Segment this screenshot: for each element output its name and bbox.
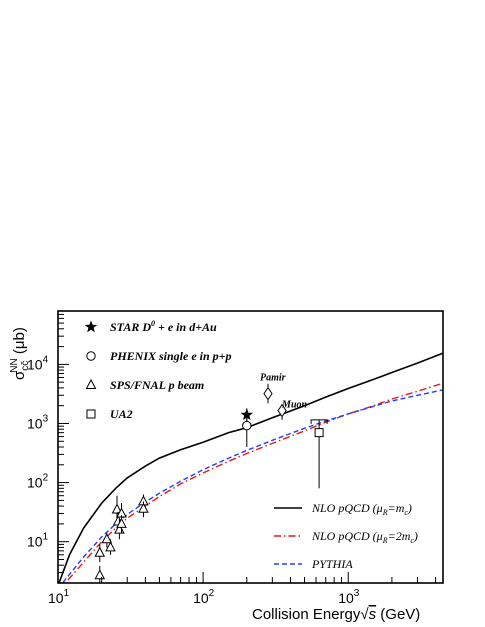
legend-label: PHENIX single e in p+p <box>110 349 232 363</box>
circle-marker <box>242 420 252 431</box>
triangle-marker <box>105 541 116 552</box>
triangle-marker <box>94 569 106 580</box>
legend-label: UA2 <box>110 407 133 421</box>
legend-triangle-marker <box>85 378 97 389</box>
curve-legend-label: NLO pQCD (μR=2mc) <box>311 529 418 545</box>
curve-legend-label: NLO pQCD (μR=mc) <box>311 501 412 517</box>
triangle-marker <box>138 502 149 513</box>
y-tick-label: 102 <box>27 473 49 491</box>
triangle-marker <box>116 517 127 528</box>
curve-legend-label: PYTHIA <box>311 557 353 571</box>
plot-area <box>58 352 443 583</box>
legend-label: SPS/FNAL p beam <box>110 378 204 392</box>
triangle-marker <box>101 533 113 544</box>
legend-label: STAR D0 + e in d+Au <box>110 319 217 334</box>
x-axis-title: Collision Energy√s (GeV) <box>252 606 420 623</box>
diamond-marker <box>263 386 273 401</box>
triangle-marker <box>111 503 123 514</box>
star-marker <box>240 408 253 421</box>
y-tick-label: 104 <box>27 354 49 372</box>
axis-titles: Collision Energy√s (GeV) σcc̄NN (μb) <box>9 327 420 623</box>
systematic-bracket <box>310 419 328 424</box>
curve-nlo-mc <box>58 352 443 583</box>
legend-circle-marker <box>86 351 96 361</box>
x-tick-label: 101 <box>48 588 70 606</box>
y-axis-title: σcc̄NN (μb) <box>9 327 31 380</box>
legend-square-marker <box>86 409 96 419</box>
y-tick-label: 103 <box>27 413 49 431</box>
legend: STAR D0 + e in d+Au PHENIX single e in p+… <box>84 319 232 421</box>
annotation-muon: Muon <box>281 400 307 411</box>
curve-pythia <box>61 389 443 583</box>
triangle-marker <box>94 546 106 557</box>
diamond-marker <box>277 403 287 418</box>
x-tick-label: 102 <box>193 588 215 606</box>
x-tick-label: 103 <box>338 588 360 606</box>
y-tick-label: 101 <box>27 532 49 550</box>
annotation-pamir: Pamir <box>260 373 286 384</box>
curve-legend: NLO pQCD (μR=mc) NLO pQCD (μR=2mc) PYTHIA <box>274 501 418 571</box>
axes: 101 102 103 101 102 103 104 <box>27 310 437 606</box>
legend-star-marker <box>84 320 98 333</box>
square-marker <box>314 428 324 438</box>
